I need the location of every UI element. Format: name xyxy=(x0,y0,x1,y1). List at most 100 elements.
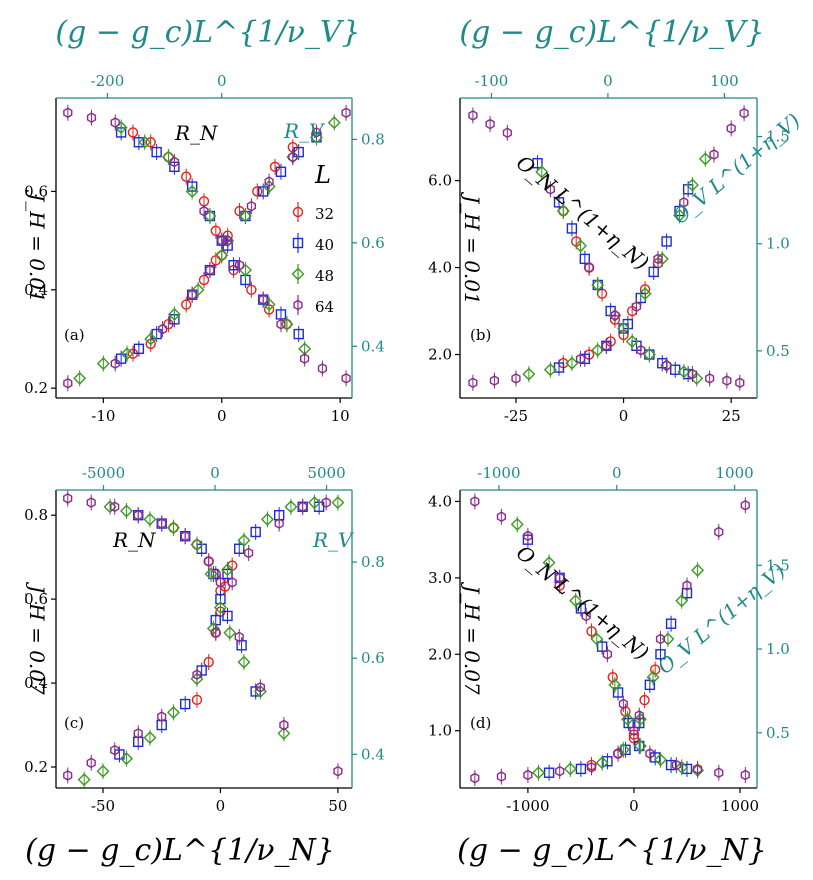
y-right-tick-label: 0.4 xyxy=(361,337,385,355)
data-point xyxy=(110,117,120,128)
data-point xyxy=(698,152,712,166)
data-point xyxy=(679,196,689,208)
data-point xyxy=(221,563,234,577)
y-right-tick-label: 0.6 xyxy=(361,649,385,667)
data-point xyxy=(260,512,274,526)
data-point xyxy=(246,200,257,212)
data-point xyxy=(204,556,214,567)
x-bottom-tick-label: 10 xyxy=(331,407,350,425)
data-point xyxy=(223,626,237,640)
data-point xyxy=(631,301,642,313)
panel-label: (b) xyxy=(470,326,491,344)
legend-label-40: 40 xyxy=(315,236,334,254)
data-point xyxy=(199,205,209,217)
data-point xyxy=(677,365,691,379)
data-point xyxy=(321,497,331,508)
data-point xyxy=(237,533,251,547)
x-bottom-tick-label: -10 xyxy=(91,407,115,425)
data-point xyxy=(166,705,180,719)
data-point xyxy=(665,618,677,629)
y-left-tick-label: 2.0 xyxy=(428,645,452,663)
series-48 xyxy=(77,494,345,788)
jh-label: J_H = 0.01 xyxy=(460,191,484,304)
bottom-left-xlabel: (g − g_c)L^{1/ν_N} xyxy=(25,833,335,868)
data-point xyxy=(634,710,644,721)
data-point xyxy=(288,151,298,163)
data-point xyxy=(639,694,650,706)
data-point xyxy=(653,753,667,767)
data-point xyxy=(215,576,226,588)
y-left-tick-label: 0.4 xyxy=(24,674,48,692)
x-bottom-tick-label: -25 xyxy=(504,407,528,425)
x-bottom-tick-label: 1000 xyxy=(721,797,759,815)
data-point xyxy=(73,371,87,385)
legend-marker-40 xyxy=(292,237,304,249)
data-point xyxy=(468,110,478,121)
y-left-tick-label: 2.0 xyxy=(428,346,452,364)
data-point xyxy=(575,603,587,614)
data-point xyxy=(740,499,750,511)
data-point xyxy=(510,517,524,531)
panel-label: (c) xyxy=(64,714,84,732)
data-point xyxy=(673,208,687,222)
data-point xyxy=(208,568,219,580)
legend-title: L xyxy=(314,161,331,189)
data-point xyxy=(655,252,669,266)
data-point xyxy=(133,343,145,355)
data-point xyxy=(645,748,655,759)
data-point xyxy=(563,762,577,776)
data-point xyxy=(234,543,245,554)
data-point xyxy=(591,343,605,357)
right-series-label: R_V xyxy=(312,528,355,552)
data-point xyxy=(511,373,521,384)
right-series-label: R_V xyxy=(283,119,326,143)
x-top-tick-label: -5000 xyxy=(82,464,125,482)
data-point xyxy=(555,765,565,777)
data-point xyxy=(185,184,199,198)
panel-a: -10 0 10 -200 0 0.2 0.4 0.6 0.4 0.6 0.8 (a) J_H = 0.… xyxy=(24,72,385,425)
data-point xyxy=(206,622,220,635)
data-point xyxy=(661,236,672,247)
data-point xyxy=(691,563,705,577)
data-point xyxy=(327,116,341,130)
data-point xyxy=(485,118,495,130)
data-point xyxy=(470,496,480,507)
data-point xyxy=(237,655,251,669)
data-point xyxy=(280,317,294,331)
left-series-label: R_N xyxy=(112,528,157,552)
legend: L 32 40 48 64 xyxy=(291,161,334,316)
data-point xyxy=(595,756,609,770)
data-point xyxy=(596,641,608,652)
left-series-label: O_N L^(1+η_N) xyxy=(512,540,654,664)
y-left-tick-label: 0.8 xyxy=(24,506,48,524)
data-point xyxy=(687,368,697,380)
y-left-tick-label: 0.2 xyxy=(24,379,48,397)
x-bottom-tick-label: 0 xyxy=(216,797,226,815)
data-point xyxy=(665,759,677,771)
data-point xyxy=(601,340,611,352)
y-left-tick-label: 1.0 xyxy=(428,722,452,740)
data-point xyxy=(180,530,190,542)
data-point xyxy=(705,373,715,384)
y-right-tick-label: 1.5 xyxy=(766,556,790,574)
y-left-tick-label: 3.0 xyxy=(428,569,452,587)
data-point xyxy=(575,353,586,365)
panel-d: -1000 0 1000 -1000 0 1000 1.0 2.0 3.0 4.0 0.5 1.0 1.… xyxy=(428,464,790,815)
data-point xyxy=(243,547,254,559)
data-point xyxy=(523,530,533,542)
data-point xyxy=(238,209,252,223)
data-point xyxy=(566,223,578,234)
data-point xyxy=(234,631,244,643)
data-point xyxy=(145,137,156,148)
x-bottom-tick-label: -50 xyxy=(91,797,115,815)
data-point xyxy=(662,360,672,371)
data-point xyxy=(618,698,628,710)
legend-marker-48 xyxy=(291,267,305,281)
jh-label: J_H = 0.07 xyxy=(25,581,49,695)
y-right-tick-label: 0.6 xyxy=(361,234,385,252)
data-point xyxy=(279,719,289,731)
data-point xyxy=(284,500,298,514)
data-point xyxy=(535,165,549,179)
data-point xyxy=(277,726,291,740)
